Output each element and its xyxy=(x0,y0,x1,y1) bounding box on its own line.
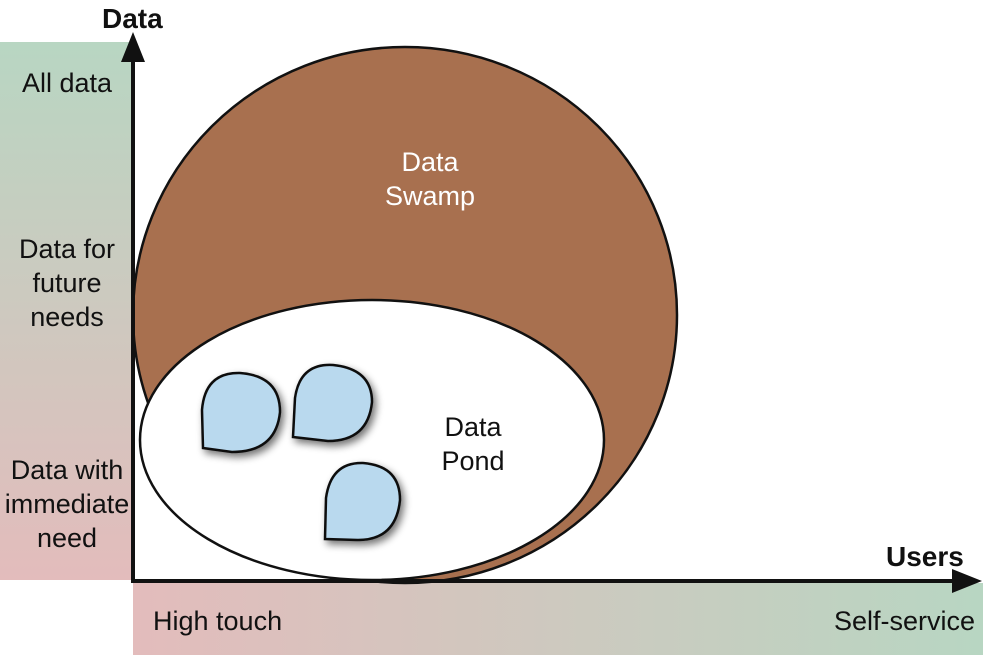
y-level-future-line: future xyxy=(32,268,102,298)
data-swamp-label-line: Data xyxy=(401,147,459,177)
y-level-immediate-line: immediate xyxy=(4,489,130,519)
data-pond-label: Data Pond xyxy=(428,410,518,478)
y-level-immediate-need: Data with immediate need xyxy=(2,453,132,555)
data-swamp-label: Data Swamp xyxy=(380,145,480,213)
y-axis-arrowhead xyxy=(121,32,145,62)
data-puddle xyxy=(291,363,374,443)
data-puddle xyxy=(323,461,402,542)
y-level-future-needs: Data for future needs xyxy=(6,232,128,334)
y-level-future-line: needs xyxy=(30,302,104,332)
data-pond-label-line: Pond xyxy=(441,446,505,476)
y-axis-band xyxy=(0,42,133,580)
y-level-all-data: All data xyxy=(21,68,113,98)
x-axis-title: Users xyxy=(886,541,964,572)
data-swamp-label-line: Swamp xyxy=(384,181,476,211)
data-pond-label-line: Data xyxy=(444,412,502,442)
x-level-high-touch: High touch xyxy=(153,606,283,636)
y-level-future-line: Data for xyxy=(18,234,116,264)
x-axis-band xyxy=(133,583,983,655)
y-level-immediate-line: need xyxy=(36,523,98,553)
data-puddle xyxy=(200,371,282,454)
x-axis-arrowhead xyxy=(952,569,982,593)
x-level-self-service: Self-service xyxy=(834,606,976,636)
y-level-immediate-line: Data with xyxy=(10,455,124,485)
y-axis-title: Data xyxy=(102,3,163,34)
